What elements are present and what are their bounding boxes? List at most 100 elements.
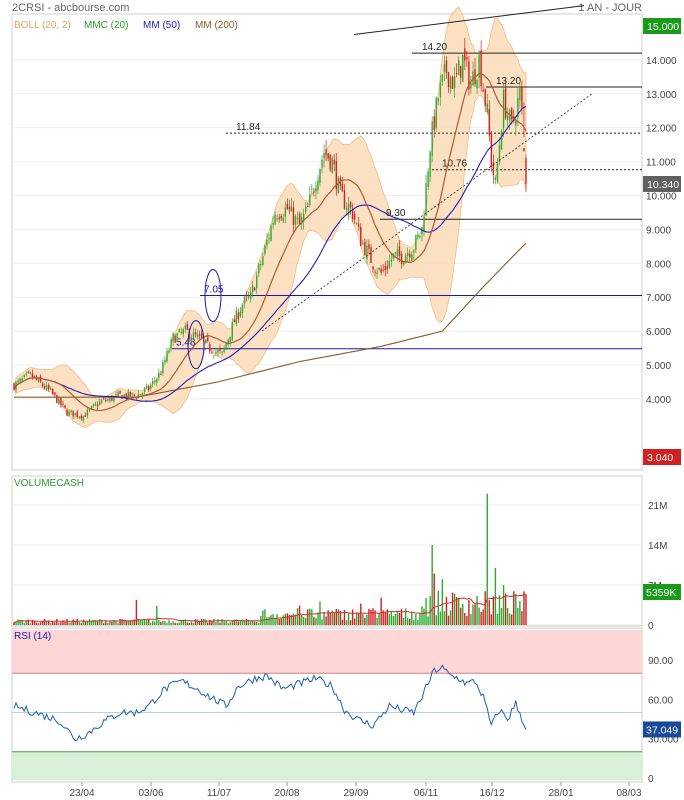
volume-bar bbox=[496, 613, 499, 625]
volume-bar bbox=[349, 620, 352, 625]
candle-body bbox=[68, 411, 70, 416]
candle-body bbox=[390, 259, 393, 262]
volume-bar bbox=[168, 620, 170, 625]
volume-bar bbox=[523, 591, 525, 625]
volume-bar bbox=[417, 619, 419, 625]
candle-body bbox=[76, 411, 78, 417]
candle-body bbox=[429, 151, 431, 177]
candle-body bbox=[231, 321, 233, 340]
volume-bar bbox=[43, 618, 46, 625]
candle-body bbox=[500, 131, 503, 150]
candle-body bbox=[521, 87, 523, 108]
volume-bar bbox=[353, 618, 356, 625]
volume-bar bbox=[398, 612, 401, 625]
candle-body bbox=[492, 162, 495, 176]
volume-bar bbox=[188, 623, 191, 625]
volume-bar bbox=[121, 619, 123, 625]
x-tick-label: 11/07 bbox=[207, 788, 232, 799]
candle-body bbox=[72, 410, 74, 417]
candle-body bbox=[415, 235, 417, 250]
candle-body bbox=[80, 415, 83, 419]
x-tick-label: 29/09 bbox=[343, 788, 368, 799]
rsi-zones bbox=[12, 630, 642, 780]
moving-averages bbox=[13, 73, 527, 412]
volume-bar bbox=[41, 621, 44, 625]
candle-body bbox=[205, 339, 207, 343]
price-tick: 10.000 bbox=[646, 192, 677, 203]
price-tick: 6.000 bbox=[646, 327, 671, 338]
legend-mmc20: MMC (20) bbox=[84, 20, 128, 31]
candle-body bbox=[353, 214, 356, 220]
candle-body bbox=[476, 79, 478, 89]
candle-body bbox=[70, 410, 72, 413]
bollinger-band bbox=[13, 6, 527, 428]
candle-body bbox=[182, 329, 185, 335]
candle-body bbox=[74, 413, 76, 415]
candle-body bbox=[233, 319, 236, 323]
candle-body bbox=[41, 383, 44, 387]
volume-bar bbox=[237, 621, 240, 625]
candle-body bbox=[431, 121, 433, 156]
candle-body bbox=[164, 360, 166, 363]
volume-bar bbox=[476, 595, 478, 625]
candle-body bbox=[482, 90, 484, 92]
candle-body bbox=[464, 48, 466, 61]
candle-body bbox=[515, 121, 517, 126]
candle-body bbox=[272, 222, 274, 225]
volume-bar bbox=[84, 621, 87, 625]
level-label: 5.48 bbox=[176, 338, 196, 349]
price-tick: 7.000 bbox=[646, 293, 671, 304]
candle-body bbox=[325, 149, 327, 155]
volume-bar bbox=[384, 611, 386, 625]
candle-body bbox=[525, 158, 527, 184]
rsi-tick: 30.000 bbox=[648, 735, 679, 746]
candle-body bbox=[292, 207, 295, 226]
level-label: 14.20 bbox=[422, 42, 447, 53]
candle-body bbox=[62, 403, 64, 405]
volume-bar bbox=[325, 616, 327, 625]
candle-body bbox=[433, 116, 435, 131]
volume-bar bbox=[76, 618, 78, 625]
candle-body bbox=[490, 134, 493, 168]
volume-bar bbox=[174, 622, 176, 625]
candle-body bbox=[374, 271, 376, 273]
volume-bar bbox=[162, 620, 164, 625]
volume-bar bbox=[313, 617, 315, 625]
volume-bar bbox=[372, 608, 374, 625]
volume-bar bbox=[192, 623, 195, 625]
volume-bar bbox=[278, 619, 280, 625]
volume-bar bbox=[94, 620, 97, 625]
candle-body bbox=[307, 205, 309, 207]
candle-body bbox=[449, 77, 452, 89]
volume-bar bbox=[80, 623, 83, 625]
volume-bar bbox=[68, 622, 70, 625]
candle-body bbox=[300, 217, 303, 225]
candle-body bbox=[47, 385, 50, 390]
candle-body bbox=[276, 218, 278, 220]
candle-body bbox=[278, 217, 280, 220]
volume-bar bbox=[370, 609, 372, 625]
candle-body bbox=[386, 266, 388, 270]
volume-bar bbox=[254, 621, 256, 625]
candle-body bbox=[109, 396, 111, 402]
volume-bar bbox=[441, 579, 444, 625]
volume-last-badge-bg bbox=[643, 584, 681, 600]
candle-body bbox=[123, 394, 125, 398]
volume-bar bbox=[421, 606, 423, 625]
price-axis: 4.000 5.000 6.000 7.000 8.000 9.000 10.000 11.0… bbox=[643, 18, 681, 465]
candle-body bbox=[419, 235, 421, 238]
x-tick-label: 20/08 bbox=[274, 788, 299, 799]
volume-tick: 14M bbox=[648, 541, 667, 552]
volume-bar bbox=[419, 613, 421, 625]
candle-body bbox=[21, 378, 23, 381]
level-label: 10.76 bbox=[442, 159, 467, 170]
candle-body bbox=[207, 337, 209, 342]
volume-bar bbox=[243, 621, 246, 625]
volume-bar bbox=[447, 615, 450, 625]
candle-body bbox=[437, 98, 439, 101]
volume-bar bbox=[486, 493, 488, 625]
volume-bar bbox=[270, 615, 272, 625]
volume-bar bbox=[239, 620, 242, 625]
x-tick-label: 28/01 bbox=[548, 788, 573, 799]
candle-body bbox=[327, 153, 329, 159]
